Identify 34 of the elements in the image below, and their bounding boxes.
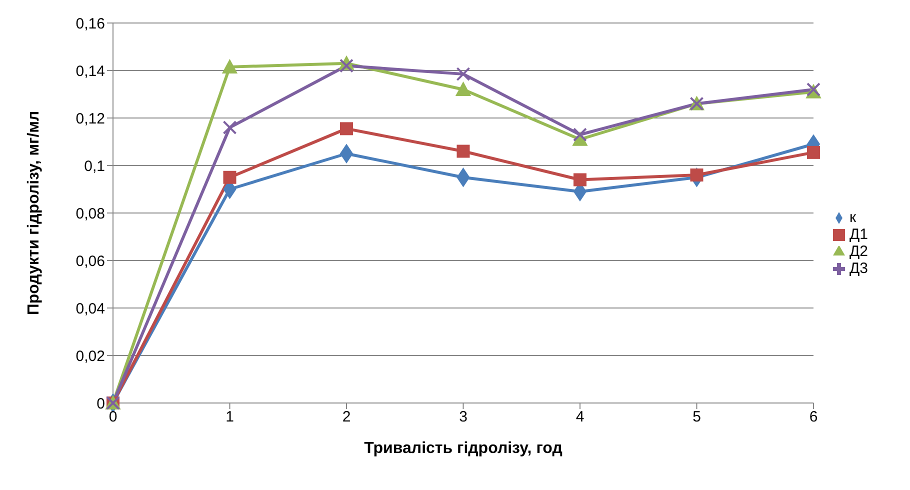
point <box>456 82 471 96</box>
y-tick-label: 0,02 <box>76 348 105 365</box>
y-tick-label: 0,1 <box>84 158 105 175</box>
y-tick-label: 0,14 <box>76 62 105 80</box>
x-axis-title: Тривалість гідролізу, год <box>364 440 562 457</box>
point <box>456 67 470 82</box>
point <box>690 168 704 182</box>
y-tick-label: 0,12 <box>76 110 105 128</box>
legend-label: к <box>849 209 856 226</box>
point <box>222 120 237 134</box>
x-tick-label: 1 <box>226 408 234 426</box>
y-tick-label: 0,16 <box>76 15 105 32</box>
y-tick-label: 0,04 <box>76 300 105 318</box>
y-axis-title: Продукти гідролізу, мг/мл <box>26 110 43 316</box>
x-tick-label: 6 <box>809 408 818 426</box>
point <box>340 122 353 136</box>
point <box>339 58 354 73</box>
point <box>223 170 236 184</box>
legend-label: Д2 <box>849 243 868 260</box>
legend-label: Д1 <box>849 226 868 243</box>
point <box>572 128 587 142</box>
x-tick-label: 3 <box>459 408 468 426</box>
point <box>456 144 470 158</box>
y-tick-label: 0 <box>96 395 105 412</box>
x-tick-label: 2 <box>342 408 351 426</box>
x-tick-label: 5 <box>692 408 701 426</box>
point <box>222 59 238 74</box>
legend-label: Д3 <box>849 260 868 277</box>
y-tick-label: 0,06 <box>76 252 105 270</box>
point <box>573 173 586 186</box>
y-tick-label: 0,08 <box>76 205 105 222</box>
point <box>806 146 820 159</box>
x-tick-label: 4 <box>576 408 584 426</box>
x-tick-label: 0 <box>108 408 118 426</box>
